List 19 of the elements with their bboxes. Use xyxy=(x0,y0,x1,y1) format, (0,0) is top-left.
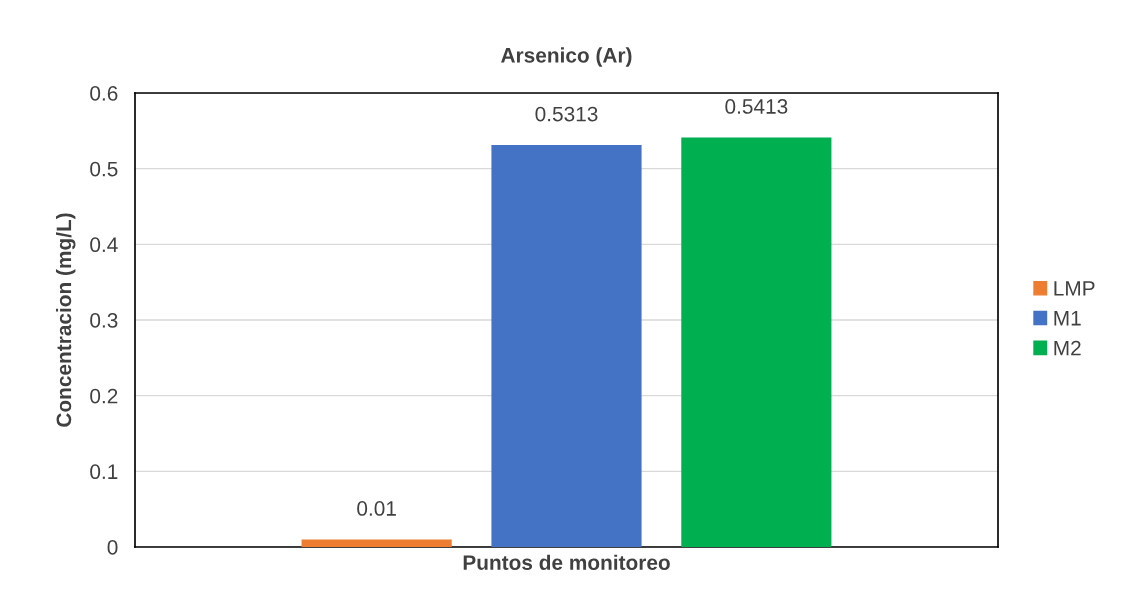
legend-label: LMP xyxy=(1054,281,1095,296)
chart-title: Arsenico (Ar) xyxy=(501,47,632,67)
data-label: 0.5313 xyxy=(535,106,598,122)
data-label: 0.01 xyxy=(357,501,396,516)
y-tick-label: 0.3 xyxy=(90,313,118,328)
legend-label: M2 xyxy=(1054,340,1081,356)
bar xyxy=(301,539,452,547)
bar xyxy=(491,144,642,547)
bar xyxy=(681,137,832,547)
y-axis-title: Concentracion (mg/L) xyxy=(55,213,76,427)
legend-label: M1 xyxy=(1054,311,1081,326)
y-tick-label: 0.6 xyxy=(90,86,118,101)
y-tick-label: 0 xyxy=(107,540,118,555)
y-tick-label: 0.2 xyxy=(90,388,118,404)
x-axis-title: Puntos de monitoreo xyxy=(463,554,670,570)
data-label: 0.5413 xyxy=(725,99,788,114)
y-tick-label: 0.5 xyxy=(90,161,118,177)
y-tick-label: 0.4 xyxy=(90,237,118,253)
y-tick-label: 0.1 xyxy=(90,464,118,480)
